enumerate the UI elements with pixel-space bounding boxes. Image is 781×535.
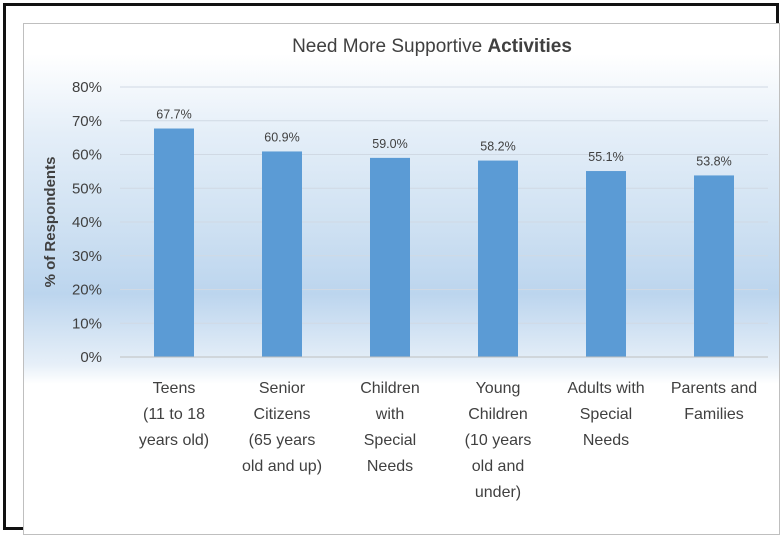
category-labels: Teens (11 to 18 years old) Senior Citizens (6…: [139, 380, 757, 501]
chart-title: Need More Supportive Activities: [292, 36, 572, 57]
bar: [154, 128, 194, 357]
y-tick-label: 0%: [80, 349, 102, 366]
bar: [694, 175, 734, 357]
category-label: Children with Special Needs: [360, 380, 420, 475]
y-tick-label: 20%: [72, 282, 102, 299]
y-tick-label: 30%: [72, 248, 102, 265]
y-tick-label: 50%: [72, 180, 102, 197]
bar: [370, 157, 410, 357]
category-label: Teens (11 to 18 years old): [139, 380, 209, 449]
category-label: Adults with Special Needs: [567, 380, 644, 449]
category-label: Parents and Families: [671, 380, 757, 423]
y-tick-label: 70%: [72, 113, 102, 130]
outer-frame: [3, 3, 780, 535]
y-tick-label: 60%: [72, 147, 102, 164]
data-label: 58.2%: [480, 140, 515, 154]
data-labels: 67.7% 60.9% 59.0% 58.2% 55.1% 53.8%: [156, 108, 731, 169]
y-tick-label: 80%: [72, 79, 102, 96]
bar: [586, 171, 626, 357]
data-label: 55.1%: [588, 150, 623, 164]
data-label: 53.8%: [696, 154, 731, 168]
chart-title-main: Need More Supportive: [292, 36, 482, 57]
bars: [154, 128, 734, 357]
y-axis-label: % of Respondents: [42, 157, 59, 288]
data-label: 67.7%: [156, 108, 191, 122]
category-label: Senior Citizens (65 years old and up): [242, 380, 322, 475]
data-label: 60.9%: [264, 130, 299, 144]
chart-title-bold: Activities: [487, 36, 571, 57]
y-tick-labels: 0% 10% 20% 30% 40% 50% 60% 70% 80%: [72, 79, 102, 366]
gridlines: [120, 86, 768, 324]
y-tick-label: 10%: [72, 315, 102, 332]
category-label: Young Children (10 years old and under): [465, 380, 532, 501]
y-tick-label: 40%: [72, 214, 102, 231]
data-label: 59.0%: [372, 137, 407, 151]
bar: [478, 160, 518, 357]
bar: [262, 151, 302, 357]
